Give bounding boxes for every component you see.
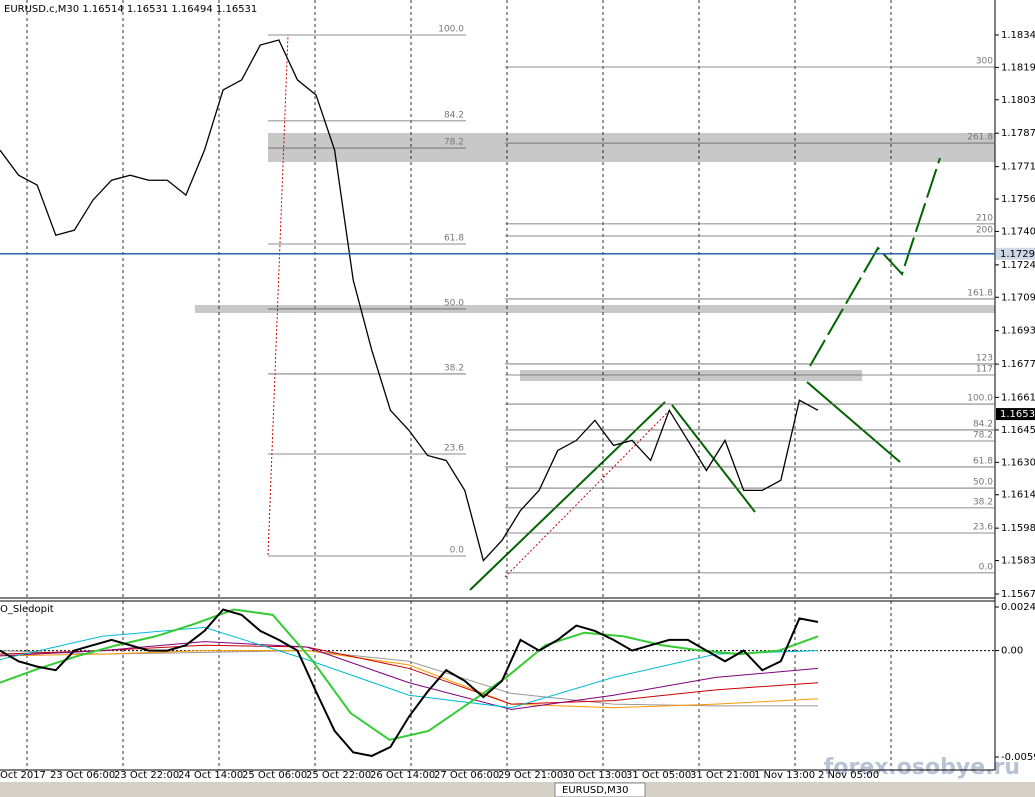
price-label: 1.17090	[1001, 292, 1035, 303]
time-label: 2 Nov 05:00	[818, 770, 879, 781]
fib-label: 38.2	[973, 497, 993, 507]
fib-label: 100.0	[438, 25, 464, 35]
fib-label: 84.2	[444, 110, 464, 120]
price-label: 1.15985	[1001, 523, 1035, 534]
fib-label: 261.8	[967, 133, 993, 143]
indicator-label: 0.00244	[1001, 602, 1035, 613]
indicator-name: O_Sledopit	[0, 604, 54, 615]
decor	[26, 0, 995, 770]
tab-label[interactable]: EURUSD,M30	[562, 785, 628, 796]
fib-label: 100.0	[967, 394, 993, 404]
fib-label: 0.0	[979, 562, 994, 572]
price-label: 1.17245	[1001, 260, 1035, 271]
tab	[554, 782, 646, 797]
indicator-line	[0, 626, 819, 709]
current-price: 1.16531	[1000, 409, 1035, 420]
zone	[268, 133, 995, 162]
zone	[195, 305, 995, 313]
price-label: 1.16455	[1001, 425, 1035, 436]
indicator-line	[0, 644, 819, 705]
tab-bar	[0, 782, 1035, 797]
price-label: 1.16930	[1001, 326, 1035, 337]
fib-label: 50.0	[444, 298, 464, 308]
fib-label: 50.0	[973, 478, 993, 488]
price-label: 1.18345	[1001, 30, 1035, 41]
time-label: 27 Oct 06:00	[434, 770, 499, 781]
level-box	[996, 247, 1035, 260]
time-label: 23 Oct 22:00	[114, 770, 179, 781]
time-label: 23 Oct 06:00	[50, 770, 115, 781]
fib-label: 84.2	[973, 419, 993, 429]
fib-label: 61.8	[444, 233, 464, 243]
fib-label: 161.8	[967, 288, 993, 298]
time-label: 31 Oct 05:00	[626, 770, 691, 781]
indicator-label: 0.00	[1001, 646, 1023, 657]
level-label: 1.17298	[1000, 249, 1035, 260]
fib-label: 23.6	[444, 443, 464, 453]
zone	[520, 370, 862, 381]
price-label: 1.17405	[1001, 226, 1035, 237]
symbol-info: EURUSD.c,M30 1.16514 1.16531 1.16494 1.1…	[4, 4, 257, 15]
fib-label: 23.6	[973, 522, 993, 532]
price-label: 1.15830	[1001, 556, 1035, 567]
indicator-line	[0, 608, 819, 741]
price-label: 1.16300	[1001, 457, 1035, 468]
indicator-label: -0.00596	[1001, 752, 1035, 763]
time-label: 30 Oct 13:00	[562, 770, 627, 781]
time-label: 25 Oct 06:00	[242, 770, 307, 781]
fib-label: 200	[976, 226, 993, 236]
indicator-line	[0, 608, 819, 757]
fib-label: 300	[976, 56, 993, 66]
time-label: 26 Oct 14:00	[370, 770, 435, 781]
time-label: 29 Oct 21:00	[498, 770, 563, 781]
fib-label: 78.2	[973, 431, 993, 441]
time-label: 1 Nov 13:00	[754, 770, 815, 781]
price-label: 1.18035	[1001, 95, 1035, 106]
time-label: Oct 2017	[0, 770, 46, 781]
watermark: forex.osobye.ru	[824, 755, 1020, 780]
time-label: 24 Oct 14:00	[178, 770, 243, 781]
fib-label: 78.2	[444, 138, 464, 148]
wave-line	[806, 381, 901, 463]
time-label: 31 Oct 21:00	[690, 770, 755, 781]
fib-label: 0.0	[450, 545, 465, 555]
price-label: 1.17715	[1001, 162, 1035, 173]
trend-line	[267, 34, 289, 556]
wave-line	[469, 401, 666, 591]
price-line	[0, 39, 819, 562]
trend-line	[504, 411, 669, 578]
fib-label: 117	[976, 364, 993, 374]
fib-label: 38.2	[444, 363, 464, 373]
wave-line	[809, 157, 941, 367]
indicator-line	[0, 650, 819, 709]
fib-label: 61.8	[973, 456, 993, 466]
time-label: 25 Oct 22:00	[306, 770, 371, 781]
price-label: 1.17875	[1001, 128, 1035, 139]
price-label: 1.15670	[1001, 589, 1035, 600]
fib-label: 210	[976, 213, 993, 223]
price-label: 1.18190	[1001, 62, 1035, 73]
price-label: 1.17560	[1001, 194, 1035, 205]
fib-label: 123	[976, 353, 993, 363]
price-box	[996, 408, 1035, 421]
price-label: 1.16770	[1001, 359, 1035, 370]
price-label: 1.16145	[1001, 490, 1035, 501]
